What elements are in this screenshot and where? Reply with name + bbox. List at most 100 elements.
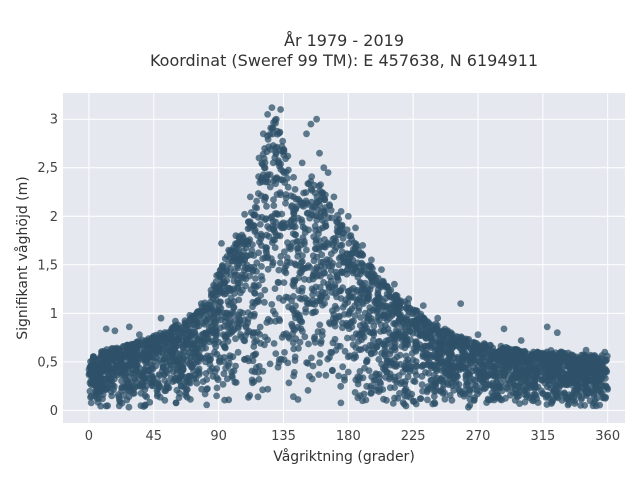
data-point xyxy=(271,285,279,292)
x-tick-label: 0 xyxy=(85,429,93,444)
data-point xyxy=(157,314,165,322)
data-point xyxy=(378,266,385,273)
data-point xyxy=(466,401,474,409)
data-point xyxy=(165,353,173,360)
data-point xyxy=(405,295,413,303)
data-point xyxy=(359,298,366,306)
data-point xyxy=(223,253,231,260)
data-point xyxy=(124,387,132,395)
data-point xyxy=(145,337,152,345)
chart-title-line1: År 1979 - 2019 xyxy=(284,31,404,50)
data-point xyxy=(331,290,339,297)
data-point xyxy=(308,354,315,362)
data-point xyxy=(264,252,271,260)
y-tick-label: 3 xyxy=(50,113,58,128)
chart-title-line2: Koordinat (Sweref 99 TM): E 457638, N 61… xyxy=(150,51,538,70)
data-point xyxy=(251,289,258,297)
data-point xyxy=(456,387,464,395)
data-point xyxy=(389,400,397,407)
data-point xyxy=(577,402,584,409)
data-point xyxy=(458,348,466,355)
data-point xyxy=(345,325,353,333)
data-point xyxy=(173,386,181,394)
data-point xyxy=(500,358,508,366)
data-point xyxy=(232,379,240,386)
data-point xyxy=(207,318,215,326)
x-axis-label: Vågriktning (grader) xyxy=(273,448,415,465)
x-tick-label: 270 xyxy=(466,429,491,444)
data-point xyxy=(479,362,487,370)
data-point xyxy=(508,360,516,368)
data-point xyxy=(172,342,180,350)
data-point xyxy=(558,348,566,356)
data-point xyxy=(522,385,530,392)
data-point xyxy=(363,358,371,365)
data-point xyxy=(332,268,340,276)
data-point xyxy=(152,331,160,339)
data-point xyxy=(404,388,412,396)
data-point xyxy=(102,325,110,333)
data-point xyxy=(285,379,293,387)
data-point xyxy=(333,305,341,312)
data-point xyxy=(237,274,245,281)
data-point xyxy=(292,261,300,269)
data-point xyxy=(596,385,604,393)
data-point xyxy=(246,236,254,244)
data-point xyxy=(292,206,299,214)
data-point xyxy=(255,362,263,370)
data-point xyxy=(557,382,564,389)
data-point xyxy=(194,337,202,345)
data-point xyxy=(266,183,274,191)
data-point xyxy=(564,396,572,403)
data-point xyxy=(375,356,383,363)
data-point xyxy=(344,334,351,342)
data-point xyxy=(310,308,318,316)
data-point xyxy=(223,266,231,274)
data-point xyxy=(241,210,249,218)
data-point xyxy=(486,371,494,378)
data-point xyxy=(321,219,329,227)
data-point xyxy=(257,230,265,238)
data-point xyxy=(258,263,265,270)
data-point xyxy=(238,333,246,341)
data-point xyxy=(541,379,549,387)
data-point xyxy=(309,362,317,370)
data-point xyxy=(341,376,348,384)
data-point xyxy=(137,389,145,397)
data-point xyxy=(322,371,330,379)
data-point xyxy=(270,226,278,234)
data-point xyxy=(345,239,353,247)
data-point xyxy=(582,363,589,371)
data-point xyxy=(359,331,366,339)
data-point xyxy=(366,341,374,349)
data-point xyxy=(300,189,307,197)
data-point xyxy=(235,260,243,268)
data-point xyxy=(244,354,251,362)
data-point xyxy=(270,202,278,210)
data-point xyxy=(374,281,381,289)
data-point xyxy=(268,239,276,246)
y-tick-label: 0 xyxy=(50,404,58,419)
data-point xyxy=(591,352,598,359)
data-point xyxy=(355,337,362,345)
data-point xyxy=(377,328,384,335)
data-point xyxy=(337,295,345,302)
data-point xyxy=(315,197,323,205)
data-point xyxy=(220,370,228,378)
data-point xyxy=(461,336,469,343)
data-point xyxy=(391,384,398,391)
data-point xyxy=(442,338,449,346)
data-point xyxy=(337,287,344,294)
data-point xyxy=(527,356,534,364)
data-point xyxy=(104,402,111,410)
data-point xyxy=(317,337,325,345)
data-point xyxy=(99,357,107,365)
data-point xyxy=(183,386,191,393)
data-point xyxy=(412,338,420,346)
data-point xyxy=(564,401,572,409)
data-point xyxy=(571,387,579,394)
data-point xyxy=(169,325,177,333)
data-point xyxy=(343,250,351,257)
data-point xyxy=(309,291,316,299)
data-point xyxy=(426,342,433,350)
